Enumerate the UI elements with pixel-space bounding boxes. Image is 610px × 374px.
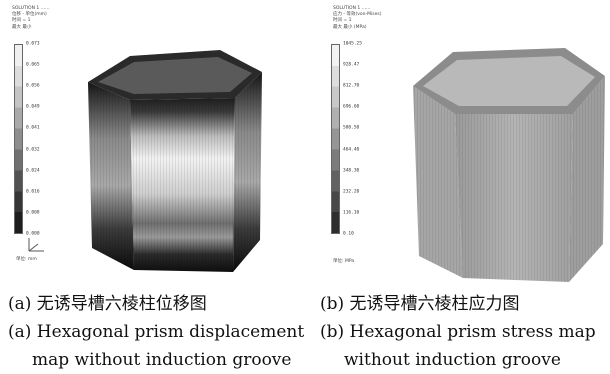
legend-tick-label: 0.073	[26, 41, 40, 47]
header-line: 时间 = 1	[333, 18, 352, 24]
panel-displacement: SOLUTION 1 …… 位移 - 单位(mm) 时间 = 1 最大 最小 0…	[0, 0, 305, 370]
legend-ticks: 1045.25 928.47 812.70 696.60 580.50 464.40 348…	[343, 41, 383, 237]
solution-header: SOLUTION 1 …… 位移 - 单位(mm) 时间 = 1 最大 最小	[12, 6, 50, 31]
legend-tick-label: 0.056	[26, 83, 40, 89]
legend-tick-label: 0.065	[26, 62, 40, 68]
color-legend: 1045.25 928.47 812.70 696.60 580.50 464.40 348…	[331, 41, 387, 244]
legend-tick-label: 464.40	[343, 147, 360, 153]
header-line: SOLUTION 1 ……	[12, 6, 50, 11]
legend-tick-label: 348.30	[343, 168, 360, 174]
legend-tick-label: 0.041	[26, 125, 40, 131]
caption-chinese: (b) 无诱导槽六棱柱应力图	[320, 294, 520, 314]
solution-header: SOLUTION 1 …… 应力 - 等效(von-Mises) 时间 = 1 …	[333, 6, 381, 31]
caption-a: (a) 无诱导槽六棱柱位移图 (a) Hexagonal prism displ…	[8, 290, 304, 374]
header-line: SOLUTION 1 ……	[333, 6, 371, 11]
legend-tick-label: 0.000	[26, 231, 40, 237]
header-line: 时间 = 1	[12, 18, 31, 24]
legend-tick-label: 232.20	[343, 189, 360, 195]
legend-tick-label: 0.10	[343, 231, 354, 237]
caption-english-line2: map without induction groove	[32, 350, 292, 370]
displacement-prism-render	[88, 50, 262, 272]
legend-tick-label: 0.049	[26, 104, 40, 110]
caption-english-line2: without induction groove	[344, 350, 561, 370]
legend-tick-label: 580.50	[343, 125, 360, 131]
stress-prism-render	[413, 48, 605, 282]
panel-stress: SOLUTION 1 …… 应力 - 等效(von-Mises) 时间 = 1 …	[305, 0, 610, 370]
caption-english-line1: (b) Hexagonal prism stress map	[320, 322, 596, 342]
unit-label: 单位: mm	[16, 257, 37, 262]
caption-b: (b) 无诱导槽六棱柱应力图 (b) Hexagonal prism stres…	[320, 290, 596, 374]
legend-tick-label: 1045.25	[343, 41, 362, 47]
header-line: 应力 - 等效(von-Mises)	[333, 12, 382, 18]
caption-english-line1: (a) Hexagonal prism displacement	[8, 322, 305, 342]
axis-triad-icon	[28, 238, 44, 252]
legend-tick-label: 696.60	[343, 104, 360, 110]
legend-tick-label: 928.47	[343, 62, 360, 68]
legend-bar	[14, 44, 23, 234]
legend-tick-label: 0.016	[26, 189, 40, 195]
unit-label: 单位: MPa	[333, 259, 355, 264]
header-line: 最大 最小	[12, 24, 32, 30]
legend-ticks: 0.073 0.065 0.056 0.049 0.041 0.032 0.024 0.016…	[26, 41, 66, 237]
legend-tick-label: 812.70	[343, 83, 360, 89]
header-line: 最大 最小 (MPa)	[333, 24, 367, 30]
legend-tick-label: 116.10	[343, 210, 360, 216]
legend-tick-label: 0.008	[26, 210, 40, 216]
caption-chinese: (a) 无诱导槽六棱柱位移图	[8, 294, 207, 314]
header-line: 位移 - 单位(mm)	[12, 12, 47, 18]
legend-tick-label: 0.032	[26, 147, 40, 153]
legend-tick-label: 0.024	[26, 168, 40, 174]
legend-bar	[331, 44, 340, 234]
color-legend: 0.073 0.065 0.056 0.049 0.041 0.032 0.024 0.016…	[14, 41, 70, 244]
